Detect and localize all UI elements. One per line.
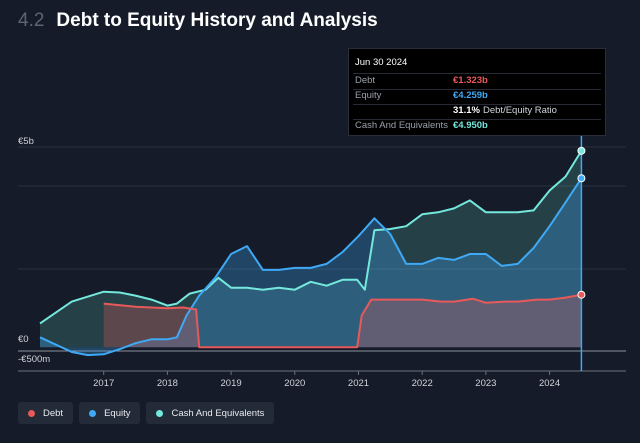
tooltip-divider [353,89,601,90]
tooltip-ratio-label: Debt/Equity Ratio [483,105,557,116]
series-line-debt [103,293,582,349]
x-tick-label: 2018 [157,378,178,389]
legend-dot-debt [28,409,35,417]
tooltip-cash-label: Cash And Equivalents [355,120,448,131]
legend-item-debt[interactable]: Debt [18,402,74,424]
legend-label-cash: Cash And Equivalents [171,407,265,419]
y-tick-label: €5b [18,136,34,147]
header: 4.2 Debt to Equity History and Analysis [18,10,378,32]
tooltip-divider [353,73,601,74]
x-tick-label: 2021 [348,378,369,389]
legend-label-equity: Equity [104,407,131,419]
chart-legend: Debt Equity Cash And Equivalents [18,402,280,424]
tooltip-cash-value: €4.950b [453,120,488,131]
y-tick-label: €0 [18,334,29,345]
section-number: 4.2 [18,10,45,31]
tooltip-debt-value: €1.323b [453,75,488,86]
legend-dot-cash [156,409,164,417]
series-area-cash-and-equivalents [40,150,582,348]
tooltip-row-equity: Equity €4.259b [349,90,605,105]
tooltip-row-cash: Cash And Equivalents €4.950b [349,120,605,135]
tooltip-equity-label: Equity [355,90,382,101]
data-point-cash-and-equivalents [577,146,586,155]
tooltip-ratio-value: 31.1% [453,105,480,116]
tooltip-equity-value: €4.259b [453,90,488,101]
series-area-equity [40,178,582,356]
tooltip-divider [353,119,601,120]
data-point-debt [577,290,586,299]
chart-tooltip: Jun 30 2024 Debt €1.323b Equity €4.259b … [348,48,606,136]
y-tick-label: -€500m [18,354,50,365]
x-tick-label: 2022 [412,378,433,389]
tooltip-debt-label: Debt [355,75,376,86]
debt-equity-chart: €5b €0 -€500m 2017 2018 2019 2020 2021 2022 2023 2… [18,128,626,389]
legend-dot-equity [89,409,97,417]
legend-item-equity[interactable]: Equity [79,402,141,424]
tooltip-row-debt: Debt €1.323b [349,75,605,90]
tooltip-row-ratio: 31.1% Debt/Equity Ratio [349,105,605,120]
x-tick-label: 2023 [475,378,496,389]
x-tick-label: 2017 [93,378,114,389]
legend-item-cash[interactable]: Cash And Equivalents [146,402,275,424]
series-line-cash-and-equivalents [39,150,583,325]
x-tick-label: 2019 [221,378,242,389]
series-line-equity [39,177,583,357]
x-tick-label: 2024 [539,378,560,389]
series-area-debt [103,294,582,348]
x-tick-label: 2020 [284,378,305,389]
data-point-equity [577,174,586,183]
tooltip-date: Jun 30 2024 [355,57,408,68]
page-title: Debt to Equity History and Analysis [56,10,378,31]
tooltip-divider [353,104,601,105]
legend-label-debt: Debt [43,407,64,419]
